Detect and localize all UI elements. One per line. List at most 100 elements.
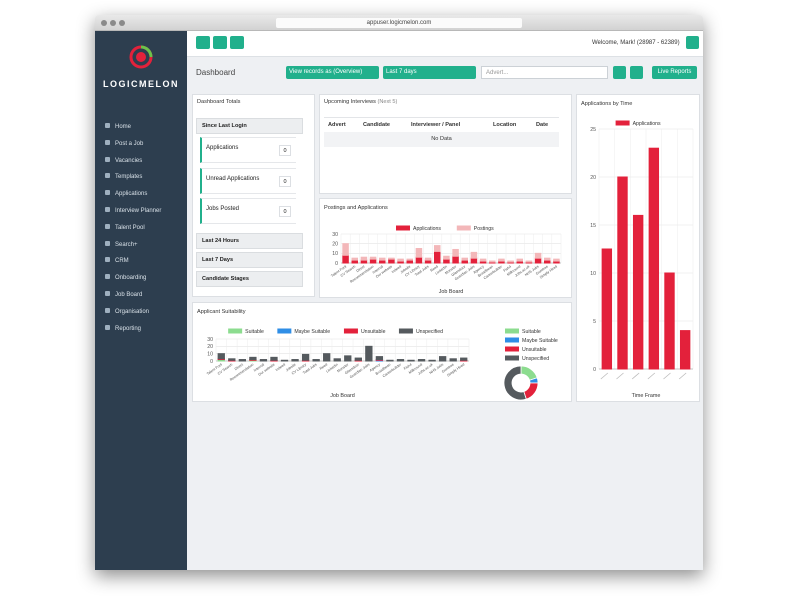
legend-swatch <box>505 355 519 361</box>
legend-swatch <box>456 225 471 231</box>
y-tick-label: 30 <box>332 232 338 238</box>
nav-label: CRM <box>115 258 129 265</box>
bar <box>417 359 426 362</box>
nav-item[interactable]: Templates <box>105 172 142 182</box>
chart-title: Applicant Suitability <box>197 309 246 315</box>
nav-label: Vacancies <box>115 157 143 164</box>
bar <box>365 345 373 362</box>
column-header: Interviewer / Panel <box>411 122 461 128</box>
y-tick-label: 20 <box>590 175 596 181</box>
nav-item[interactable]: Vacancies <box>105 156 142 166</box>
y-tick-label: 25 <box>590 127 596 133</box>
bar <box>407 359 415 362</box>
bar <box>369 256 377 260</box>
x-tick-label: Agency <box>369 362 381 372</box>
nav-label: Talent Pool <box>115 224 145 231</box>
bar <box>388 258 395 264</box>
nav-icon <box>105 257 110 263</box>
bar <box>443 255 450 260</box>
y-tick-label: 10 <box>332 251 338 257</box>
interviews-panel: Upcoming Interviews (Next 5) No Data Adv… <box>319 94 572 194</box>
x-tick-label: LinkedIn <box>325 363 338 374</box>
section-header[interactable]: Last 24 Hours <box>196 233 303 249</box>
x-tick-label: Fish4 <box>503 265 513 273</box>
nav-icon <box>105 207 110 212</box>
totals-panel: Dashboard Totals Since Last Login Applic… <box>192 94 315 297</box>
total-item[interactable]: Jobs Posted 0 <box>200 198 296 224</box>
bar <box>443 258 450 264</box>
nav-item[interactable]: Organisation <box>105 307 149 317</box>
legend-label: Unspecified <box>522 356 549 362</box>
y-tick-label: 15 <box>590 223 596 229</box>
help-button[interactable] <box>213 36 227 49</box>
advert-search[interactable]: Advert... <box>481 66 608 79</box>
pie-slice <box>523 382 539 400</box>
chart: Applications by Time 0 5 10 15 20 25 Time Frame… <box>581 101 694 399</box>
welcome-text: Welcome, Mark! (28987 - 62389) <box>592 40 680 46</box>
total-label: Jobs Posted <box>206 206 240 212</box>
logout-button[interactable] <box>686 36 699 49</box>
total-item[interactable]: Unread Applications 0 <box>200 167 296 194</box>
menu-button[interactable] <box>196 36 210 49</box>
bar <box>360 256 368 261</box>
bar <box>249 356 257 361</box>
bar <box>312 359 320 362</box>
x-tick <box>600 372 609 380</box>
docs-button[interactable] <box>230 36 244 49</box>
bar <box>498 258 505 262</box>
bar <box>424 257 432 261</box>
x-tick-label: Direct <box>234 363 244 372</box>
x-tick-label: Indeed <box>275 363 286 373</box>
nav-item[interactable]: Home <box>105 122 131 132</box>
nav-icon <box>105 307 110 313</box>
nav-item[interactable]: Talent Pool <box>105 223 145 233</box>
nav-item[interactable]: Interview Planner <box>105 206 161 216</box>
nav-item[interactable]: Onboarding <box>105 273 146 283</box>
pie-slice <box>503 365 527 401</box>
share-button[interactable] <box>630 66 643 79</box>
refresh-button[interactable] <box>613 66 626 79</box>
chart-title: Applications by Time <box>581 101 632 107</box>
legend-swatch <box>396 225 410 231</box>
address-bar[interactable]: appuser.logicmelon.com <box>276 18 522 28</box>
window-minimize[interactable] <box>110 20 116 26</box>
legend-label: Maybe Suitable <box>522 338 558 344</box>
browser-window: appuser.logicmelon.com LOGICMELON Home Po… <box>95 15 703 570</box>
nav-item[interactable]: Job Board <box>105 290 142 300</box>
bar <box>438 356 447 362</box>
y-tick-label: 10 <box>207 351 213 357</box>
nav-item[interactable]: CRM <box>105 256 129 266</box>
x-tick <box>616 372 624 380</box>
legend-label: Unspecified <box>416 329 443 335</box>
section-header[interactable]: Candidate Stages <box>196 271 303 287</box>
total-count: 0 <box>279 175 291 187</box>
logo-text: LOGICMELON <box>103 79 179 89</box>
window-zoom[interactable] <box>119 20 125 26</box>
bar <box>259 359 268 362</box>
chart-panel: Applications by Time 0 5 10 15 20 25 Time Frame… <box>576 94 700 402</box>
x-tick-label: Jobsite <box>285 363 297 373</box>
nav-item[interactable]: Search+ <box>105 240 138 250</box>
nav-icon <box>105 223 110 229</box>
nav-item[interactable]: Applications <box>105 189 147 199</box>
y-tick-label: 30 <box>207 337 213 343</box>
live-reports-button[interactable]: Live Reports <box>652 66 697 79</box>
section-header[interactable]: Last 7 Days <box>196 252 303 268</box>
nav-item[interactable]: Post a Job <box>105 139 143 149</box>
total-item[interactable]: Applications 0 <box>200 137 296 163</box>
x-axis-title: Time Frame <box>632 393 661 399</box>
bar <box>452 255 459 264</box>
nav-label: Onboarding <box>115 275 147 282</box>
nav-item[interactable]: Reporting <box>105 324 141 334</box>
bar <box>342 243 349 256</box>
bar <box>301 353 310 361</box>
bar <box>270 356 278 361</box>
view-select[interactable]: View records as (Overview) <box>286 66 379 79</box>
window-close[interactable] <box>101 20 107 26</box>
since-header[interactable]: Since Last Login <box>196 118 303 134</box>
nav-label: Reporting <box>115 325 142 332</box>
date-select[interactable]: Last 7 days <box>383 66 476 79</box>
legend-swatch <box>505 328 519 334</box>
chart-title: Postings and Applications <box>324 205 388 211</box>
